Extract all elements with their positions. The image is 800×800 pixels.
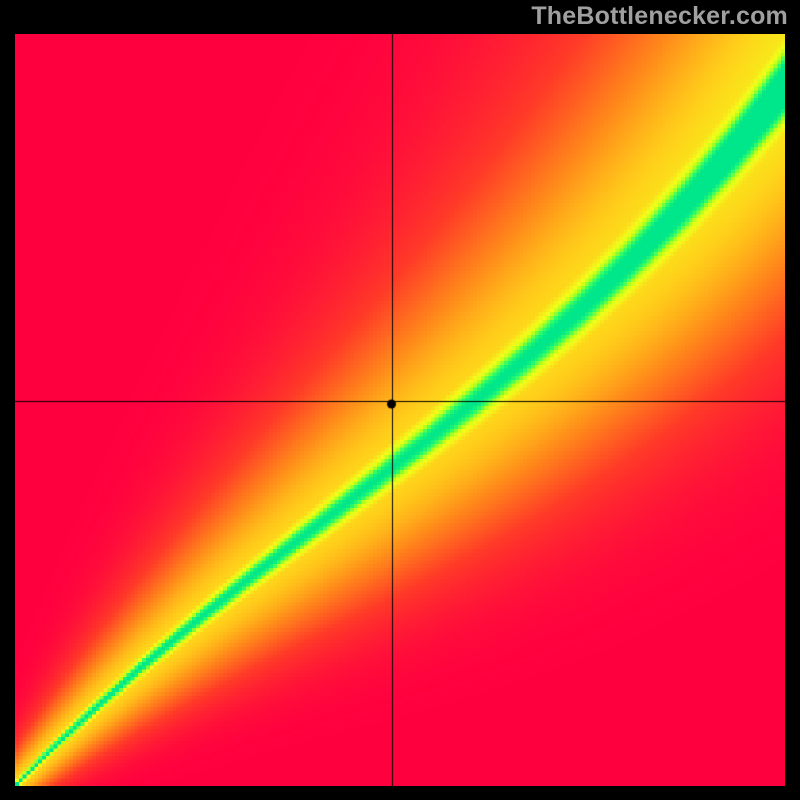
crosshair-overlay (15, 34, 785, 786)
chart-container: { "watermark": { "text": "TheBottlenecke… (0, 0, 800, 800)
watermark-text: TheBottlenecker.com (531, 2, 788, 31)
